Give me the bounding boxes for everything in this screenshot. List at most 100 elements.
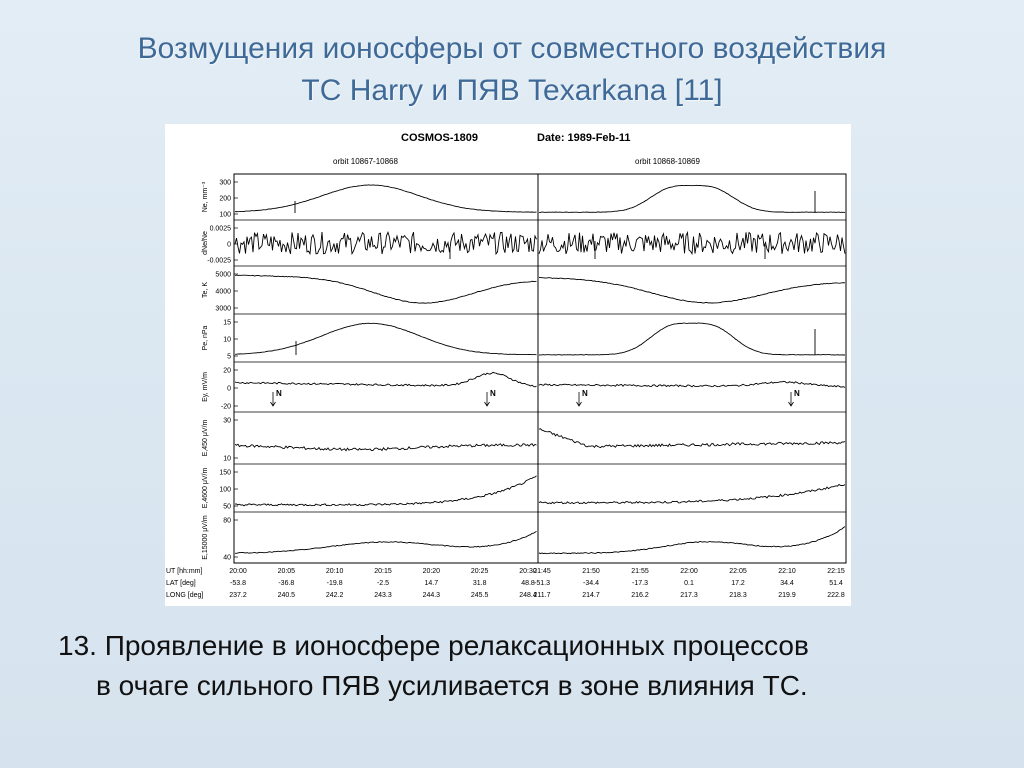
tick-label: 0.0025 — [210, 226, 232, 233]
tick-label: 100 — [219, 212, 231, 219]
caption-line-2: в очаге сильного ПЯВ усиливается в зоне … — [96, 670, 808, 701]
curve-2-left — [234, 274, 537, 304]
table-cell: -17.3 — [632, 580, 648, 587]
data-curves — [234, 184, 846, 555]
figure-svg: COSMOS-1809 Date: 1989-Feb-11 orbit 1086… — [166, 132, 847, 599]
table-cell: -51.3 — [534, 580, 550, 587]
table-cell: 51.4 — [829, 580, 843, 587]
slide-caption: 13. Проявление в ионосфере релаксационны… — [58, 626, 988, 706]
table-row-label: UT [hh:mm] — [166, 568, 202, 575]
table-cell: 211.7 — [534, 592, 551, 599]
panel-label: Te, K — [202, 282, 209, 298]
tick-label: 3000 — [215, 306, 231, 313]
table-cell: 219.9 — [778, 592, 796, 599]
curve-2-right — [538, 277, 846, 304]
caption-line-1: 13. Проявление в ионосфере релаксационны… — [58, 630, 809, 661]
n-marker: N — [794, 389, 800, 398]
satellite-name: COSMOS-1809 — [401, 132, 478, 144]
table-cell: 48.8 — [521, 580, 535, 587]
table-cell: 214.7 — [582, 592, 600, 599]
table-cell: 22:05 — [729, 568, 747, 575]
tick-label: 0 — [227, 242, 231, 249]
table-cell: 21:45 — [533, 568, 551, 575]
tick-label: 10 — [223, 456, 231, 463]
table-cell: 22:15 — [827, 568, 845, 575]
n-marker: N — [582, 389, 588, 398]
tick-label: -20 — [221, 404, 231, 411]
table-cell: -2.5 — [377, 580, 389, 587]
tick-label: 150 — [219, 470, 231, 477]
table-cell: 222.8 — [827, 592, 845, 599]
curve-0-right — [538, 184, 846, 213]
panel-label: Ne, mm⁻³ — [202, 181, 209, 212]
table-cell: 218.3 — [729, 592, 747, 599]
table-cell: 240.5 — [278, 592, 296, 599]
table-cell: 21:55 — [631, 568, 649, 575]
table-cell: 20:10 — [326, 568, 344, 575]
table-cell: 31.8 — [473, 580, 487, 587]
table-cell: 0.1 — [684, 580, 694, 587]
table-cell: 237.2 — [229, 592, 247, 599]
table-cell: 20:20 — [423, 568, 441, 575]
plot-frame — [233, 173, 847, 564]
curve-1-left — [234, 230, 537, 256]
curve-6-left — [234, 475, 537, 507]
curve-4-right — [538, 380, 846, 388]
tick-label: 20 — [223, 368, 231, 375]
panel-labels: Ne, mm⁻³ dNe/Ne Te, K Pe, nPa Ey, mV/m E,450 … — [202, 181, 209, 560]
table-row-label: LAT [deg] — [166, 580, 196, 587]
table-cell: -19.8 — [327, 580, 343, 587]
table-cell: 14.7 — [425, 580, 439, 587]
table-cell: 20:25 — [471, 568, 489, 575]
table-cell: 248.4 — [519, 592, 537, 599]
cosmos-figure: COSMOS-1809 Date: 1989-Feb-11 orbit 1086… — [165, 124, 851, 606]
panel-label: dNe/Ne — [202, 231, 209, 255]
table-cell: -34.4 — [583, 580, 599, 587]
table-cell: 20:00 — [229, 568, 247, 575]
tick-label: 300 — [219, 180, 231, 187]
table-cell: 244.3 — [423, 592, 441, 599]
tick-label: 5 — [227, 354, 231, 361]
tick-label: 5000 — [215, 272, 231, 279]
curve-5-left — [234, 443, 537, 452]
tick-label: 40 — [223, 555, 231, 562]
panel-ticks: 3002001000.00250-0.002550004000300015105… — [207, 180, 238, 562]
panel-label: E,4600 μV/m — [202, 468, 209, 509]
tick-label: 80 — [223, 518, 231, 525]
title-line-1: Возмущения ионосферы от совместного возд… — [137, 32, 887, 65]
table-cell: 245.5 — [471, 592, 489, 599]
table-cell: 21:50 — [582, 568, 600, 575]
table-cell: 217.3 — [680, 592, 698, 599]
tick-label: 0 — [227, 386, 231, 393]
tick-label: 100 — [219, 487, 231, 494]
table-cell: 20:30 — [519, 568, 537, 575]
curve-3-right — [538, 322, 845, 356]
slide-title: Возмущения ионосферы от совместного возд… — [0, 28, 1024, 112]
orbit-table: UT [hh:mm] LAT [deg] LONG [deg] 20:00 20:05 2… — [166, 568, 845, 599]
curve-4-left — [234, 371, 537, 388]
curve-1-right — [538, 230, 846, 256]
table-cell: 22:00 — [680, 568, 698, 575]
curve-0-left — [234, 184, 537, 213]
table-cell: 34.4 — [780, 580, 794, 587]
curve-3-left — [234, 322, 537, 356]
table-cell: -36.8 — [278, 580, 294, 587]
n-marker: N — [276, 389, 282, 398]
table-cell: 242.2 — [326, 592, 344, 599]
tick-label: 10 — [223, 337, 231, 344]
tick-label: 50 — [223, 504, 231, 511]
table-cell: 216.2 — [631, 592, 649, 599]
tick-label: 4000 — [215, 289, 231, 296]
table-cell: 20:05 — [278, 568, 296, 575]
curve-7-left — [235, 531, 537, 554]
table-cell: 22:10 — [778, 568, 796, 575]
orbit-right-label: orbit 10868-10869 — [635, 157, 700, 166]
panel-label: E,15000 μV/m — [202, 515, 209, 560]
title-line-2: ТС Harry и ПЯВ Texarkana [11] — [301, 74, 723, 107]
panel-dividers — [234, 219, 846, 513]
table-cell: 243.3 — [374, 592, 392, 599]
panel-label: E,450 μV/m — [202, 419, 209, 456]
curve-6-right — [538, 483, 846, 505]
date-label: Date: 1989-Feb-11 — [537, 132, 631, 144]
orbit-left-label: orbit 10867-10868 — [333, 157, 398, 166]
